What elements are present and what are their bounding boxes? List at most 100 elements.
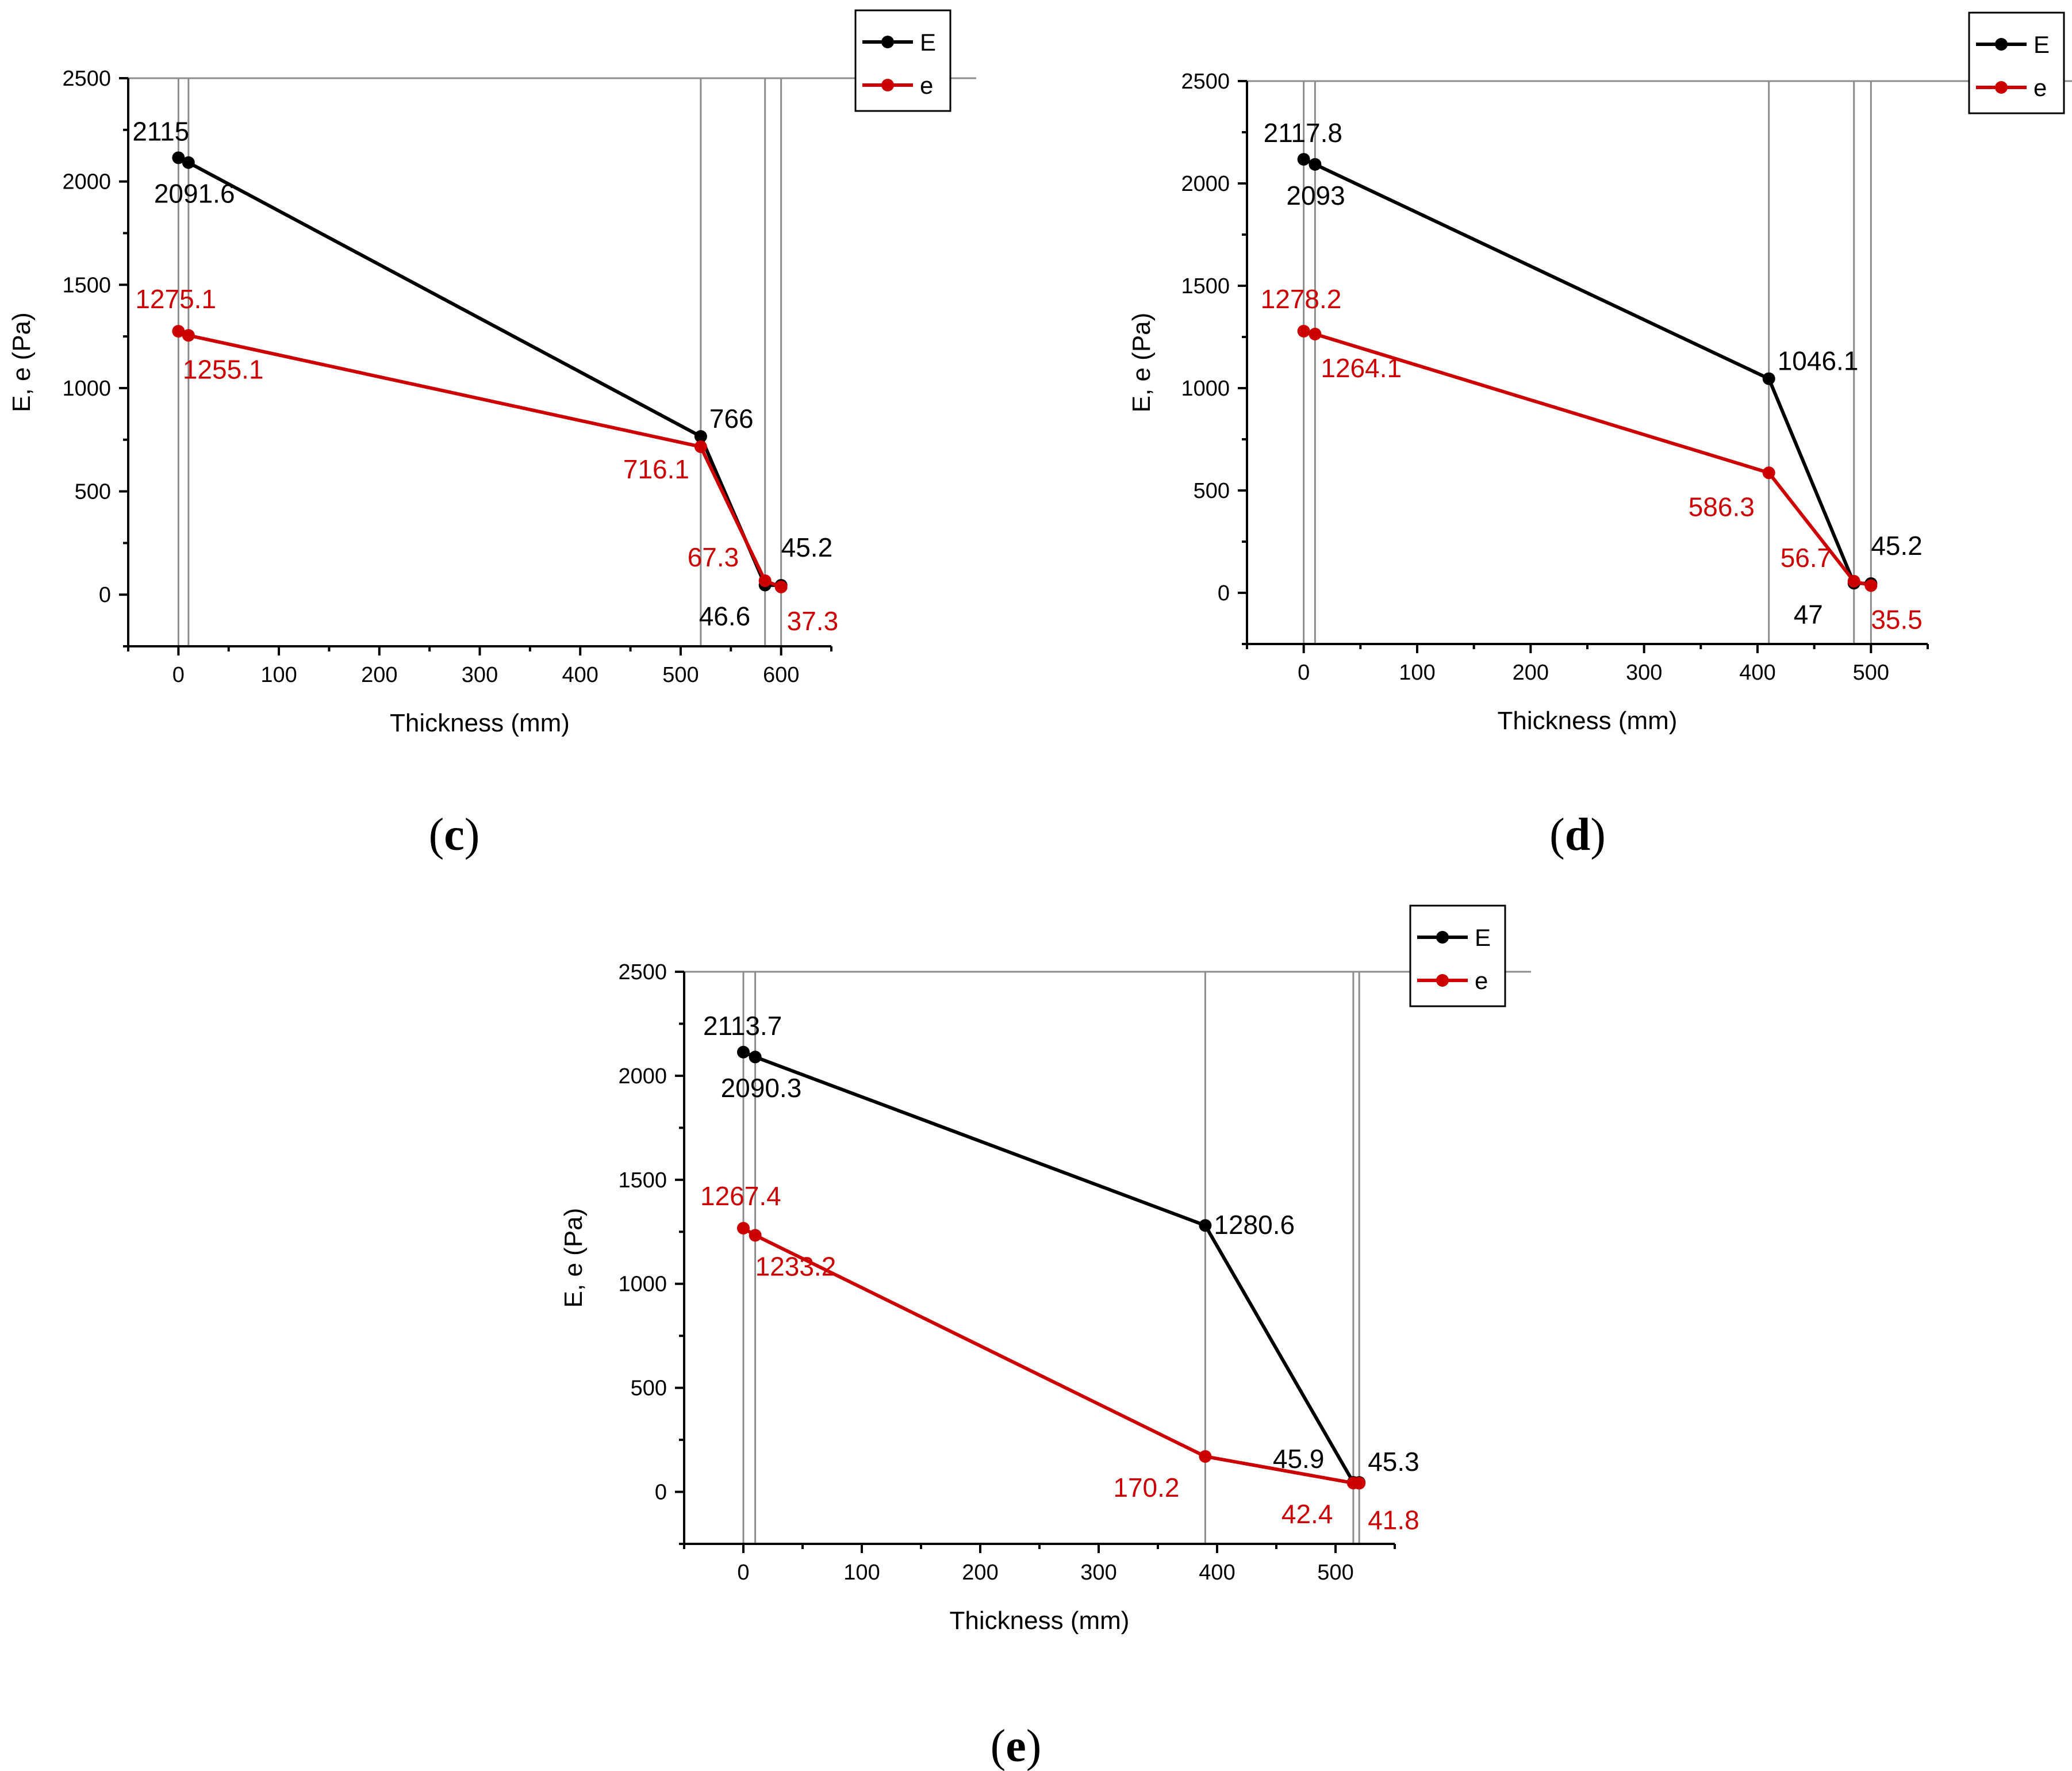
data-label-e: 1255.1	[183, 354, 264, 384]
data-label-E: 1280.6	[1214, 1210, 1295, 1240]
y-tick-label: 1500	[62, 273, 111, 297]
data-label-e: 1233.2	[755, 1251, 837, 1281]
y-tick-label: 2500	[618, 960, 667, 984]
data-label-e: 716.1	[623, 454, 689, 484]
panel-label: (e)	[991, 1721, 1042, 1771]
data-label-e: 1278.2	[1261, 284, 1342, 314]
x-tick-label: 400	[1739, 661, 1775, 685]
x-tick-label: 0	[1298, 661, 1310, 685]
data-point-e	[172, 325, 185, 338]
x-tick-label: 500	[662, 663, 699, 687]
y-tick-label: 2000	[618, 1064, 667, 1088]
legend-marker-e	[1995, 81, 2008, 94]
data-label-E: 766	[709, 404, 754, 434]
data-point-e	[774, 580, 788, 593]
data-point-E	[749, 1051, 762, 1064]
data-label-e: 1267.4	[700, 1181, 781, 1211]
x-tick-label: 300	[1626, 661, 1662, 685]
data-point-e	[1297, 324, 1310, 338]
y-axis-title: E, e (Pa)	[1127, 313, 1156, 413]
legend-box	[854, 9, 951, 112]
data-label-E: 2117.8	[1264, 118, 1342, 148]
data-label-e: 37.3	[787, 606, 839, 636]
data-point-E	[737, 1045, 750, 1059]
data-label-E: 2093	[1286, 181, 1345, 210]
x-tick-label: 200	[361, 663, 397, 687]
data-point-e	[749, 1229, 762, 1242]
x-axis-title: Thickness (mm)	[390, 709, 570, 737]
data-label-e: 1264.1	[1321, 353, 1402, 383]
x-tick-label: 300	[1080, 1561, 1116, 1585]
series-line-E	[178, 156, 781, 587]
data-point-e	[758, 574, 772, 588]
y-tick-label: 0	[1218, 581, 1230, 605]
legend-marker-E	[881, 36, 894, 48]
x-tick-label: 500	[1317, 1561, 1353, 1585]
y-tick-label: 500	[75, 480, 111, 504]
data-label-e: 67.3	[688, 542, 739, 572]
legend-marker-e	[1436, 974, 1449, 987]
y-axis-title: E, e (Pa)	[7, 312, 36, 412]
x-tick-label: 0	[737, 1561, 749, 1585]
x-tick-label: 200	[962, 1561, 998, 1585]
data-label-E: 45.2	[781, 532, 833, 562]
x-tick-label: 600	[763, 663, 799, 687]
y-tick-label: 1000	[1181, 377, 1230, 401]
x-tick-label: 200	[1513, 661, 1549, 685]
data-point-e	[1864, 579, 1878, 592]
legend: Ee	[1968, 12, 2065, 114]
data-point-e	[1309, 327, 1322, 340]
y-tick-label: 2500	[1181, 70, 1230, 94]
data-label-e: 41.8	[1368, 1505, 1419, 1535]
legend: Ee	[854, 9, 951, 112]
data-point-E	[1309, 158, 1322, 171]
data-label-E: 2091.6	[154, 179, 235, 209]
x-axis-title: Thickness (mm)	[950, 1607, 1130, 1635]
y-tick-label: 0	[99, 583, 111, 607]
data-label-E: 45.2	[1871, 531, 1923, 561]
y-tick-label: 2000	[62, 170, 111, 194]
legend-marker-E	[1995, 38, 2008, 51]
legend-marker-e	[881, 79, 894, 91]
x-tick-label: 300	[462, 663, 498, 687]
y-tick-label: 1000	[62, 377, 111, 401]
data-point-e	[694, 440, 707, 453]
y-tick-label: 500	[631, 1377, 667, 1401]
data-point-E	[1762, 372, 1775, 385]
data-point-E	[1199, 1219, 1212, 1232]
data-label-e: 586.3	[1689, 492, 1755, 522]
data-point-e	[1762, 466, 1775, 480]
x-tick-label: 100	[260, 663, 297, 687]
legend-label-E: E	[2033, 31, 2050, 58]
panel-label: (c)	[429, 810, 480, 860]
y-tick-label: 0	[655, 1481, 667, 1505]
legend-label-E: E	[920, 29, 936, 56]
legend: Ee	[1409, 904, 1506, 1007]
legend-label-e: e	[1475, 967, 1488, 994]
data-point-E	[182, 156, 195, 169]
data-point-e	[1199, 1450, 1212, 1463]
data-label-E: 47	[1794, 599, 1823, 629]
x-tick-label: 500	[1853, 661, 1889, 685]
data-point-E	[172, 151, 185, 164]
chart-panel-c: 0 100 200 300 400 500 600 0 500 1000 1500 2000 2500 T…	[7, 9, 976, 860]
y-tick-label: 1500	[618, 1168, 667, 1193]
data-label-e: 1275.1	[135, 284, 216, 314]
data-point-e	[1353, 1477, 1366, 1490]
y-tick-label: 2500	[62, 67, 111, 91]
x-tick-label: 100	[843, 1561, 880, 1585]
legend-label-E: E	[1475, 924, 1491, 951]
data-point-E	[694, 430, 707, 443]
data-label-e: 35.5	[1871, 604, 1923, 634]
x-axis-title: Thickness (mm)	[1498, 707, 1678, 735]
x-tick-label: 100	[1399, 661, 1435, 685]
x-tick-label: 400	[1199, 1561, 1235, 1585]
data-point-e	[1847, 574, 1860, 588]
y-tick-label: 1000	[618, 1272, 667, 1297]
legend-box	[1409, 904, 1506, 1007]
data-label-E: 46.6	[699, 601, 751, 631]
legend-label-e: e	[920, 72, 933, 99]
panel-label: (d)	[1549, 810, 1606, 860]
data-label-e: 56.7	[1781, 543, 1832, 573]
x-tick-label: 0	[172, 663, 185, 687]
